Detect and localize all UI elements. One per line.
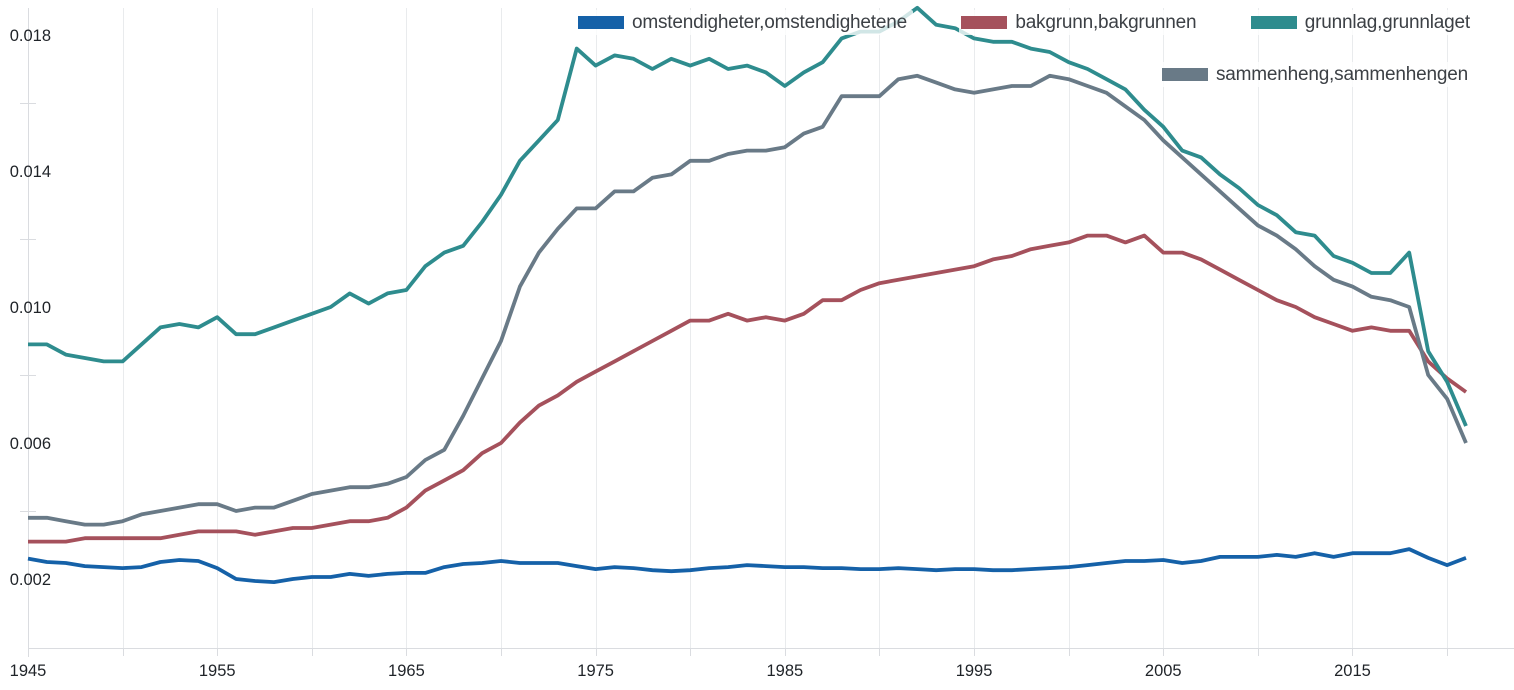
x-tick-label: 1985	[766, 662, 803, 680]
legend-item-bakgrunn[interactable]: bakgrunn,bakgrunnen	[959, 10, 1203, 35]
x-tick-label: 1965	[388, 662, 425, 680]
x-tick-label: 1945	[10, 662, 47, 680]
y-tick-label: 0.018	[10, 27, 51, 45]
legend-item-omstendigheter[interactable]: omstendigheter,omstendighetene	[576, 10, 913, 35]
x-tick-label: 1955	[199, 662, 236, 680]
legend-swatch-red-icon	[961, 16, 1008, 29]
x-tick-label: 1975	[577, 662, 614, 680]
y-tick-label: 0.010	[10, 299, 51, 317]
legend-item-label: grunnlag,grunnlaget	[1304, 12, 1470, 33]
legend-item-grunnlag[interactable]: grunnlag,grunnlaget	[1248, 10, 1476, 35]
series-line-bakgrunn[interactable]	[28, 233, 1468, 544]
x-tick-label: 2015	[1334, 662, 1371, 680]
legend-item-sammenheng[interactable]: sammenheng,sammenhengen	[1159, 62, 1474, 87]
y-tick-label: 0.002	[10, 571, 51, 589]
legend-item-label: sammenheng,sammenhengen	[1215, 64, 1468, 85]
legend-swatch-blue-icon	[578, 16, 624, 29]
y-tick-label: 0.006	[10, 435, 51, 453]
legend-row-1: omstendigheter,omstendighetene bakgrunn,…	[576, 10, 1476, 35]
legend-swatch-gray-icon	[1161, 68, 1208, 81]
legend-item-label: bakgrunn,bakgrunnen	[1015, 12, 1197, 33]
legend-row-2: sammenheng,sammenhengen	[1159, 62, 1474, 87]
series-line-grunnlag[interactable]	[28, 5, 1468, 427]
series-line-omstendigheter[interactable]	[27, 547, 1467, 584]
legend-item-label: omstendigheter,omstendighetene	[632, 12, 907, 33]
y-tick-label: 0.014	[10, 163, 51, 181]
x-tick-label: 1995	[956, 662, 993, 680]
x-tick-label: 2005	[1145, 662, 1182, 680]
series-line-sammenheng[interactable]	[28, 73, 1468, 527]
legend-swatch-teal-icon	[1250, 16, 1297, 29]
